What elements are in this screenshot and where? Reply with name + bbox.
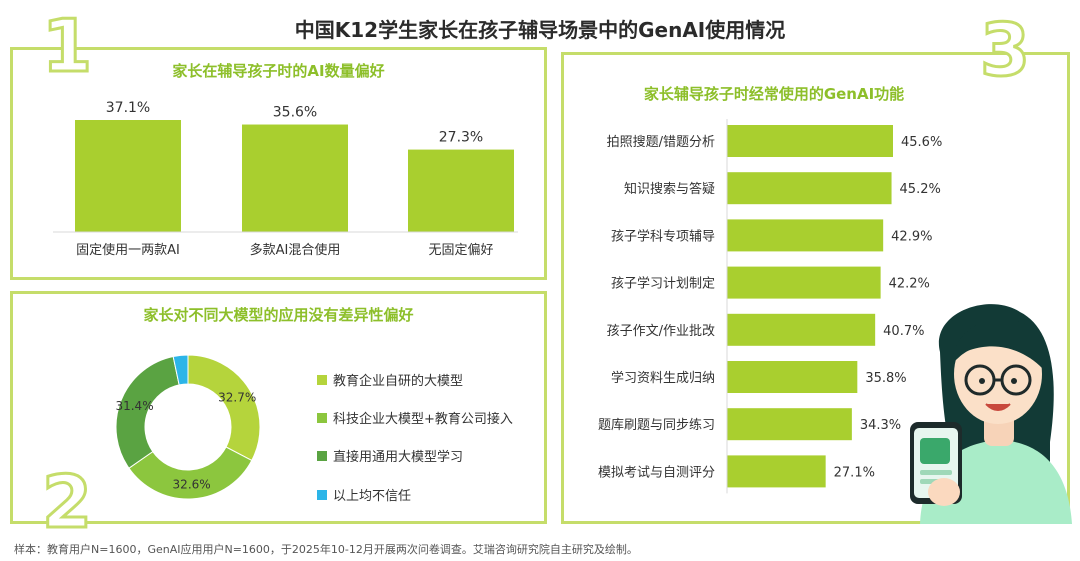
legend-item-0: 教育企业自研的大模型 — [317, 370, 463, 389]
category-label-2: 无固定偏好 — [428, 243, 493, 258]
hbar-4 — [727, 313, 876, 346]
hbar-0 — [727, 125, 893, 157]
hbar-value-label-0: 45.6% — [901, 135, 942, 150]
donut-label-0: 32.7% — [218, 390, 256, 404]
hbar-value-label-7: 27.1% — [834, 465, 875, 480]
panel-2-title: 家长对不同大模型的应用没有差异性偏好 — [143, 306, 414, 324]
legend-item-3: 以上均不信任 — [317, 485, 411, 504]
bar-value-label-0: 37.1% — [106, 100, 150, 116]
legend-label-0: 教育企业自研的大模型 — [333, 374, 464, 389]
hbar-category-label-0: 拍照搜题/错题分析 — [607, 135, 715, 150]
donut-slice-2 — [115, 355, 180, 469]
panel-1-title: 家长在辅导孩子时的AI数量偏好 — [172, 62, 385, 80]
panel-number-3: 3 — [978, 8, 1031, 92]
panel-number-2: 2 — [40, 460, 93, 544]
hbar-category-label-4: 孩子作文/作业批改 — [607, 324, 715, 339]
woman-with-phone-illustration — [910, 304, 1072, 524]
legend-label-3: 以上均不信任 — [333, 489, 412, 504]
legend-swatch-3 — [317, 489, 327, 500]
hbar-2 — [727, 219, 884, 252]
panel-model-preference: 家长对不同大模型的应用没有差异性偏好 32.7% 32.6% 31.4% 教育企业自… — [10, 291, 547, 524]
hbar-category-label-1: 知识搜索与答疑 — [624, 181, 715, 197]
legend-swatch-0 — [317, 374, 327, 385]
hbar-category-label-3: 孩子学习计划制定 — [611, 276, 715, 292]
hbar-category-label-5: 学习资料生成归纳 — [611, 370, 715, 386]
hbar-7 — [727, 455, 826, 488]
donut-chart-model-preference: 32.7% 32.6% 31.4% — [115, 354, 261, 500]
hbar-value-label-6: 34.3% — [860, 418, 901, 433]
panel-3-title: 家长辅导孩子时经常使用的GenAI功能 — [643, 85, 905, 103]
legend-label-2: 直接用通用大模型学习 — [333, 450, 464, 465]
donut-slice-0 — [187, 354, 261, 462]
bar-0 — [75, 120, 181, 232]
panel-ai-count-preference: 家长在辅导孩子时的AI数量偏好 37.1% 固定使用一两款AI 35.6% 多款AI混… — [10, 47, 547, 280]
donut-slice-3 — [172, 354, 189, 386]
page-title: 中国K12学生家长在孩子辅导场景中的GenAI使用情况 — [294, 18, 786, 42]
bar-2 — [408, 149, 514, 232]
hbar-value-label-3: 42.2% — [889, 277, 930, 292]
donut-label-1: 32.6% — [173, 477, 211, 491]
hbar-1 — [727, 172, 892, 205]
hbar-6 — [727, 408, 852, 441]
hbar-value-label-4: 40.7% — [883, 324, 924, 339]
panel-number-1: 1 — [40, 4, 93, 88]
bar-1 — [242, 124, 348, 232]
hbar-category-label-7: 模拟考试与自测评分 — [598, 465, 715, 480]
bar-chart-ai-count: 37.1% 固定使用一两款AI 35.6% 多款AI混合使用 27.3% 无固定偏好 — [53, 100, 518, 258]
bar-value-label-1: 35.6% — [273, 105, 317, 121]
bar-value-label-2: 27.3% — [439, 130, 483, 146]
hbar-category-label-6: 题库刷题与同步练习 — [598, 417, 715, 433]
footer-source-note: 样本：教育用户N=1600，GenAI应用用户N=1600，于2025年10-1… — [14, 543, 638, 556]
legend-swatch-1 — [317, 412, 327, 423]
hbar-category-label-2: 孩子学科专项辅导 — [611, 228, 715, 244]
horizontal-bar-chart-functions: 拍照搜题/错题分析 45.6% 知识搜索与答疑 45.2% 孩子学科专项辅导 42.9% 孩… — [598, 119, 942, 494]
hbar-3 — [727, 266, 881, 299]
hbar-value-label-1: 45.2% — [900, 182, 941, 197]
donut-label-2: 31.4% — [115, 399, 153, 413]
legend-swatch-2 — [317, 450, 327, 461]
hbar-value-label-2: 42.9% — [891, 229, 932, 244]
legend-item-2: 直接用通用大模型学习 — [317, 446, 463, 465]
legend-label-1: 科技企业大模型+教育公司接入 — [333, 412, 513, 427]
hbar-value-label-5: 35.8% — [865, 371, 906, 386]
category-label-1: 多款AI混合使用 — [250, 242, 341, 258]
legend-item-1: 科技企业大模型+教育公司接入 — [317, 408, 513, 427]
category-label-0: 固定使用一两款AI — [76, 242, 180, 258]
hbar-5 — [727, 361, 858, 393]
